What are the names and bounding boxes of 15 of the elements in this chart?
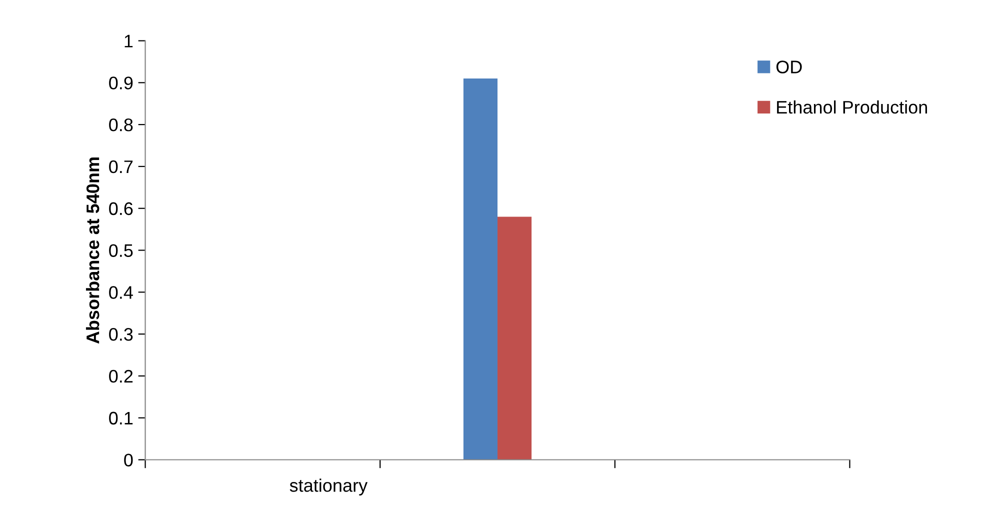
y-axis-title: Absorbance at 540nm <box>86 158 100 344</box>
y-tick-label: 0.5 <box>109 244 133 257</box>
x-tick-label: stationary <box>290 478 368 496</box>
y-tick-label: 0.1 <box>109 412 133 425</box>
y-tick-label: 1 <box>124 34 133 48</box>
legend-label: Ethanol Production <box>777 100 927 114</box>
legend-label: OD <box>776 60 802 74</box>
y-tick-label: 0.9 <box>109 76 133 90</box>
y-tick-label: 0.7 <box>109 160 133 174</box>
y-tick-label: 0.3 <box>109 328 133 341</box>
y-tick-label: 0.4 <box>109 286 133 299</box>
y-tick-label: 0.8 <box>109 118 133 132</box>
y-tick-label: 0.2 <box>109 370 133 383</box>
y-tick-label: 0.6 <box>109 202 133 216</box>
y-tick-label: 0 <box>124 454 133 466</box>
